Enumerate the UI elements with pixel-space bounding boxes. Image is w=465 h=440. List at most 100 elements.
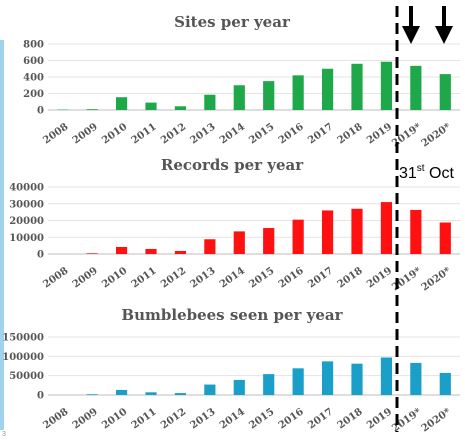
x-tick-label: 2017 bbox=[306, 265, 335, 290]
y-tick-label: 400 bbox=[23, 73, 44, 84]
bar-2012 bbox=[174, 250, 187, 254]
bar-2016 bbox=[292, 75, 304, 110]
y-tick-label: 40000 bbox=[9, 183, 44, 194]
x-tick-label: 2014 bbox=[218, 265, 247, 290]
x-tick-label: 2009 bbox=[71, 265, 100, 290]
down-arrow-icon bbox=[435, 6, 453, 44]
x-tick-label: 2014 bbox=[218, 121, 247, 146]
bar-2018 bbox=[351, 63, 363, 110]
bar-2017 bbox=[321, 68, 334, 110]
bar-2019 bbox=[380, 357, 393, 395]
bar-2016 bbox=[292, 368, 304, 395]
bar-2015 bbox=[263, 81, 275, 110]
x-tick-label: 2015 bbox=[247, 406, 276, 431]
bar-2017 bbox=[321, 210, 334, 254]
x-tick-label: 2017 bbox=[306, 121, 335, 146]
x-tick-label: 2012 bbox=[159, 406, 188, 431]
x-tick-label: 2010 bbox=[100, 265, 129, 290]
x-tick-label: 2009 bbox=[71, 121, 100, 146]
x-tick-label: 2018 bbox=[336, 121, 365, 146]
x-tick-label: 2013 bbox=[188, 265, 217, 290]
y-tick-label: 20000 bbox=[9, 216, 44, 227]
bar-2015 bbox=[263, 374, 275, 395]
y-tick-label: 0 bbox=[37, 106, 44, 117]
x-tick-label: 2019 bbox=[365, 121, 394, 146]
bar-2009 bbox=[86, 394, 98, 395]
bar-2019-star bbox=[410, 65, 422, 110]
x-tick-label: 2016 bbox=[277, 265, 306, 290]
x-tick-label: 2019* bbox=[390, 121, 424, 149]
x-tick-label: 2011 bbox=[130, 265, 159, 290]
bar-2010 bbox=[115, 97, 128, 110]
bar-2015 bbox=[263, 228, 275, 254]
down-arrow-icon bbox=[402, 6, 420, 44]
x-tick-label: 2016 bbox=[277, 121, 306, 146]
bar-2019 bbox=[380, 202, 393, 254]
chart-panel: Bumblebees seen per year 0 50000 100000 1500… bbox=[2, 306, 460, 434]
bar-2019-star bbox=[410, 209, 422, 254]
bar-2009 bbox=[86, 253, 98, 254]
bar-2019 bbox=[380, 61, 393, 110]
bar-2009 bbox=[86, 109, 98, 110]
x-tick-label: 2013 bbox=[188, 406, 217, 431]
x-tick-label: 2020* bbox=[420, 406, 454, 434]
y-tick-label: 600 bbox=[23, 56, 44, 67]
bar-2013 bbox=[204, 94, 216, 110]
bar-2019-star bbox=[410, 362, 422, 395]
bar-2017 bbox=[321, 361, 334, 395]
y-tick-label: 10000 bbox=[9, 233, 44, 244]
bar-2013 bbox=[204, 239, 216, 254]
x-tick-label: 2018 bbox=[336, 406, 365, 431]
bar-2018 bbox=[351, 208, 363, 254]
x-tick-label: 2015 bbox=[247, 265, 276, 290]
x-tick-label: 2016 bbox=[277, 406, 306, 431]
x-tick-label: 2012 bbox=[159, 121, 188, 146]
x-tick-label: 2010 bbox=[100, 406, 129, 431]
y-tick-label: 50000 bbox=[9, 371, 44, 382]
chart-panel: Records per year 0 10000 20000 30000 40000 200… bbox=[9, 156, 460, 293]
cutoff-date-annotation: 31st Oct bbox=[399, 163, 454, 182]
bar-2020-star bbox=[439, 222, 451, 254]
x-tick-label: 2014 bbox=[218, 406, 247, 431]
bar-2012 bbox=[174, 106, 187, 110]
x-tick-label: 2019 bbox=[365, 406, 394, 431]
x-tick-label: 2008 bbox=[41, 265, 70, 290]
y-tick-label: 800 bbox=[23, 40, 44, 51]
bar-2014 bbox=[233, 379, 245, 395]
bar-2014 bbox=[233, 85, 245, 110]
y-tick-label: 30000 bbox=[9, 199, 44, 210]
x-tick-label: 2017 bbox=[306, 406, 335, 431]
chart-title: Sites per year bbox=[174, 13, 291, 31]
y-tick-label: 0 bbox=[37, 250, 44, 261]
bar-2018 bbox=[351, 363, 363, 395]
x-tick-label: 2020* bbox=[420, 121, 454, 149]
x-tick-label: 2010 bbox=[100, 121, 129, 146]
x-tick-label: 2019* bbox=[390, 406, 424, 434]
chart-title: Bumblebees seen per year bbox=[121, 306, 343, 324]
bar-2013 bbox=[204, 384, 216, 395]
x-tick-label: 2020* bbox=[420, 265, 454, 293]
bar-2020-star bbox=[439, 372, 451, 395]
x-tick-label: 2012 bbox=[159, 265, 188, 290]
bar-2020-star bbox=[439, 74, 451, 110]
x-tick-label: 2013 bbox=[188, 121, 217, 146]
page-footer-mark: 3 bbox=[2, 431, 6, 438]
y-tick-label: 150000 bbox=[2, 333, 44, 344]
left-edge-strip bbox=[0, 40, 4, 430]
x-tick-label: 2011 bbox=[130, 121, 159, 146]
x-tick-label: 2015 bbox=[247, 121, 276, 146]
bar-2014 bbox=[233, 231, 245, 254]
bar-2011 bbox=[145, 392, 157, 395]
x-tick-label: 2008 bbox=[41, 121, 70, 146]
bar-2010 bbox=[115, 246, 128, 254]
y-tick-label: 0 bbox=[37, 391, 44, 402]
x-tick-label: 2008 bbox=[41, 406, 70, 431]
bar-2011 bbox=[145, 248, 157, 254]
bar-2016 bbox=[292, 219, 304, 254]
bar-2010 bbox=[115, 389, 128, 395]
x-tick-label: 2009 bbox=[71, 406, 100, 431]
bar-2012 bbox=[174, 393, 187, 395]
bar-2011 bbox=[145, 102, 157, 110]
